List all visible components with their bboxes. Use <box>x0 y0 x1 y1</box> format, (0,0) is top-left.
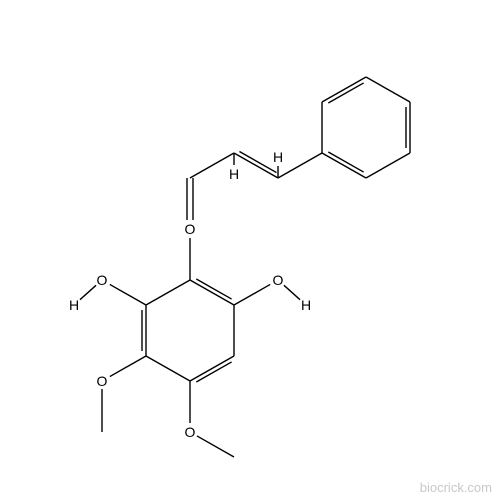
atom-label-h_c1: H <box>273 149 283 165</box>
ring-bond <box>322 153 366 178</box>
chain-bond <box>190 153 234 178</box>
ring-bond <box>366 77 410 102</box>
o-bond <box>110 284 146 305</box>
o-bond <box>234 284 270 305</box>
ring-double <box>196 362 231 382</box>
ring-bond <box>190 280 234 305</box>
ome-bond <box>197 436 234 457</box>
bonds-layer <box>80 77 410 457</box>
o-bond <box>110 356 146 377</box>
ring-double <box>196 279 231 299</box>
oh-bond <box>284 285 300 299</box>
atom-label-h2: H <box>301 297 311 313</box>
atom-label-o6: O <box>97 272 108 288</box>
ring-bond <box>322 77 366 102</box>
chain-double <box>239 152 276 173</box>
oh-bond <box>80 285 96 299</box>
atom-label-h6: H <box>69 297 79 313</box>
molecule-diagram: O O H O H O O H H biocrick.com <box>0 0 500 500</box>
atom-label-o5: O <box>97 373 108 389</box>
ring-double <box>328 83 363 103</box>
chain-bond <box>278 153 322 178</box>
chain-bond <box>234 153 278 178</box>
atom-label-o_keto: O <box>185 221 196 237</box>
ring-bond <box>146 280 190 305</box>
ring-bond <box>190 356 234 381</box>
atom-label-h_c2: H <box>229 166 239 182</box>
atom-label-o4: O <box>185 424 196 440</box>
ring-bond <box>146 356 190 381</box>
watermark-text: biocrick.com <box>420 480 492 495</box>
atom-label-o2: O <box>273 272 284 288</box>
ring-double <box>328 152 363 172</box>
ring-bond <box>366 153 410 178</box>
